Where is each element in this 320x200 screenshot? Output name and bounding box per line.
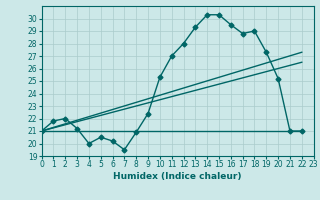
X-axis label: Humidex (Indice chaleur): Humidex (Indice chaleur) <box>113 172 242 181</box>
